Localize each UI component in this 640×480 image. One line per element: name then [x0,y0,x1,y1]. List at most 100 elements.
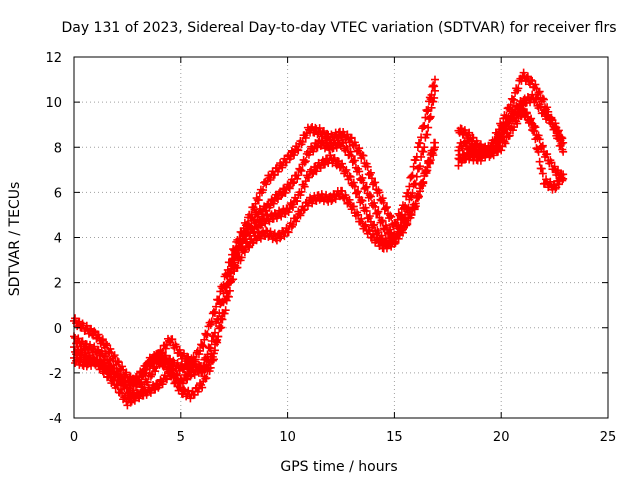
data-point [501,139,510,148]
data-point [191,357,200,366]
data-point [296,211,305,220]
data-point [497,132,506,141]
x-tick-label: 10 [279,430,296,445]
data-point [378,194,387,203]
data-point [262,180,271,189]
data-point [173,358,182,367]
data-point [106,344,115,353]
data-point [426,150,435,159]
data-point [298,138,307,147]
data-point [300,182,309,191]
data-point [362,207,371,216]
y-tick-label: 0 [54,322,62,337]
data-point [371,202,380,211]
data-point [512,111,521,120]
data-point [209,349,218,358]
data-point [430,86,439,95]
data-point [169,365,178,374]
data-point [422,169,431,178]
data-point [153,353,162,362]
data-point [204,357,213,366]
data-point [426,112,435,121]
data-point [379,198,388,207]
data-point [420,143,429,152]
data-point [294,146,303,155]
data-point [413,193,422,202]
data-point [202,374,211,383]
data-point [354,210,363,219]
data-point [510,96,519,105]
data-point [277,191,286,200]
data-point [151,367,160,376]
x-tick-label: 0 [70,430,78,445]
data-point [225,286,234,295]
data-point [507,114,516,123]
data-point [551,124,560,133]
data-point [315,124,324,133]
data-point [359,151,368,160]
data-point [331,195,340,204]
data-point [205,358,214,367]
data-point [367,174,376,183]
data-point [342,165,351,174]
data-point [284,183,293,192]
data-point [361,220,370,229]
data-point [353,188,362,197]
x-axis-label: GPS time / hours [280,459,397,475]
data-point [102,349,111,358]
data-point [290,151,299,160]
data-point [504,121,513,130]
data-point [543,103,552,112]
data-point [535,157,544,166]
data-point [293,145,302,154]
data-point [150,358,159,367]
series-H [454,99,568,194]
data-point [206,344,215,353]
data-point [430,138,439,147]
data-point [386,225,395,234]
data-point [301,133,310,142]
data-point [182,374,191,383]
data-point [229,275,238,284]
data-point [278,163,287,172]
data-point [538,169,547,178]
data-point [539,95,548,104]
y-tick-label: -2 [49,367,62,382]
data-point [355,144,364,153]
data-point [212,302,221,311]
data-point [418,181,427,190]
data-point [350,182,359,191]
data-point [112,367,121,376]
data-point [465,128,474,137]
data-point [481,153,490,162]
data-point [406,213,415,222]
series-F [454,68,568,162]
data-point [391,238,400,247]
data-point [168,335,177,344]
data-point [506,100,515,109]
data-point [559,147,568,156]
data-point [301,157,310,166]
data-point [551,184,560,193]
data-point [375,188,384,197]
data-point [118,362,127,371]
data-point [171,378,180,387]
data-point [122,368,131,377]
data-point [538,94,547,103]
data-point [252,222,261,231]
data-point [365,212,374,221]
data-point [514,84,523,93]
data-point [326,151,335,160]
data-point [294,171,303,180]
data-point [363,162,372,171]
data-point [412,172,421,181]
data-point [300,158,309,167]
data-point [288,179,297,188]
data-point [497,146,506,155]
data-point [425,114,434,123]
data-point [309,147,318,156]
data-point [430,75,439,84]
data-point [359,178,368,187]
